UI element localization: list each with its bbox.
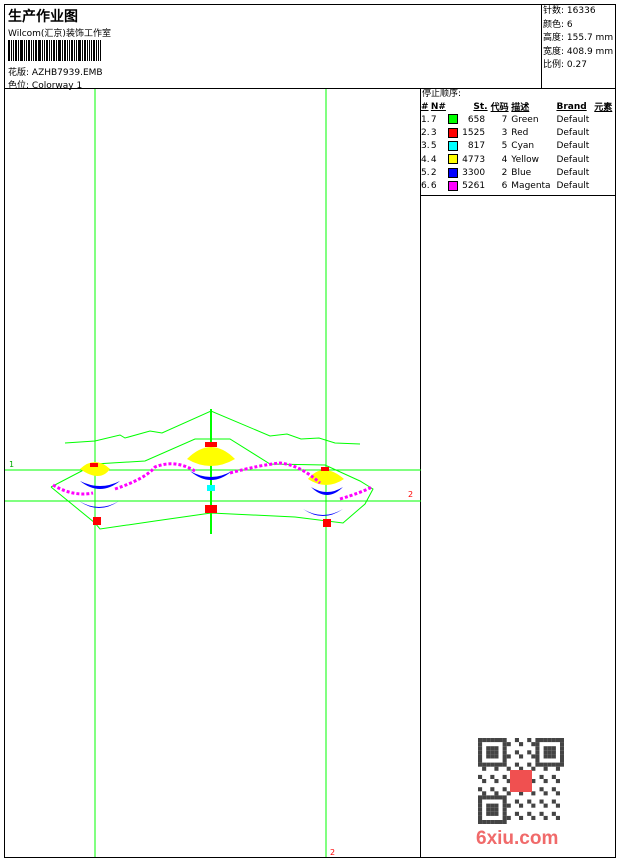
barcode — [8, 40, 101, 61]
design-canvas: 1 2 2 — [5, 89, 421, 857]
color-swatch — [448, 114, 459, 125]
motif-center — [185, 442, 237, 513]
col-code: 代码 — [490, 103, 509, 113]
embroidery-preview: 1 2 2 — [5, 89, 421, 857]
col-stitches: St. — [473, 101, 488, 112]
color-swatch — [448, 154, 459, 165]
axis-label-2-bottom: 2 — [330, 848, 335, 857]
outline-top — [64, 410, 361, 445]
stat-scale: 比例: 0.27 — [543, 60, 587, 70]
table-row: 5. 2 3300 2 Blue Default — [421, 167, 590, 179]
production-sheet: 生产作业图 Wilcom(汇京)装饰工作室 花版: AZHB7939.EMB 色… — [4, 4, 616, 858]
colorway-value: Colorway 1 — [31, 81, 83, 91]
studio-name: Wilcom(汇京)装饰工作室 — [8, 29, 111, 39]
color-swatch — [448, 167, 459, 178]
color-swatch — [448, 127, 459, 138]
table-header: # N# St. 代码 描述 Brand 元素 — [421, 100, 615, 114]
axis-label-1: 1 — [9, 460, 14, 469]
col-needle: N# — [430, 101, 446, 112]
magenta-scrolls — [52, 461, 373, 501]
col-brand: Brand — [556, 101, 587, 112]
design-file: 花版: AZHB7939.EMB — [8, 65, 103, 78]
motif-left — [79, 462, 120, 525]
design-label: 花版: — [8, 68, 30, 78]
table-row: 1. 7 658 7 Green Default — [421, 114, 590, 125]
stat-height: 高度: 155.7 mm — [543, 33, 614, 43]
table-row: 2. 3 1525 3 Red Default — [421, 127, 590, 139]
page-title: 生产作业图 — [8, 9, 78, 25]
header: 生产作业图 Wilcom(汇京)装饰工作室 花版: AZHB7939.EMB 色… — [5, 5, 615, 91]
color-swatch — [448, 180, 459, 191]
motif-right — [303, 467, 344, 527]
watermark-logo: 6xiu.com — [476, 828, 559, 849]
seal-stamp — [510, 770, 532, 792]
colorway: 色位: Colorway 1 — [8, 78, 82, 91]
stats-panel: 针数: 16336 颜色: 6 高度: 155.7 mm 宽度: 408.9 m… — [541, 5, 615, 89]
table-row: 6. 6 5261 6 Magenta Default — [421, 180, 590, 192]
col-desc: 描述 — [511, 103, 530, 113]
axis-label-2: 2 — [408, 490, 413, 499]
table-row: 3. 5 817 5 Cyan Default — [421, 140, 590, 152]
design-value: AZHB7939.EMB — [31, 68, 103, 78]
qr-code — [478, 738, 564, 824]
color-table: # N# St. 代码 描述 Brand 元素 1. 7 658 7 Green De… — [421, 100, 615, 193]
color-swatch — [448, 140, 459, 151]
colorway-label: 色位: — [8, 81, 30, 91]
col-index: # — [421, 101, 429, 112]
stat-colors: 颜色: 6 — [543, 19, 573, 30]
stop-sequence-title: 停止顺序: — [422, 89, 462, 99]
stat-stitches: 针数: 16336 — [543, 6, 596, 16]
stat-width: 宽度: 408.9 mm — [543, 46, 614, 57]
outline-shape — [50, 438, 374, 530]
col-element: 元素 — [594, 103, 613, 113]
table-row: 4. 4 4773 4 Yellow Default — [421, 154, 590, 165]
